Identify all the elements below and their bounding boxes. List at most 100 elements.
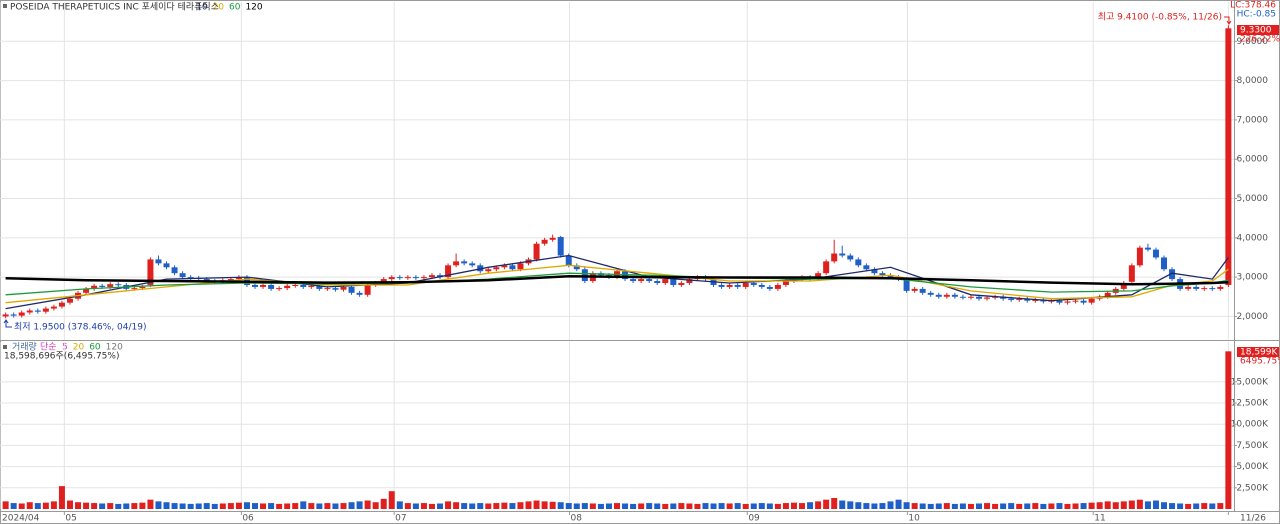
candle-body bbox=[1072, 300, 1079, 302]
candle-body bbox=[99, 285, 106, 287]
candle-body bbox=[935, 294, 942, 297]
low-arrow bbox=[3, 319, 12, 328]
volume-bar bbox=[123, 503, 130, 509]
candle-body bbox=[774, 284, 781, 289]
volume-bar bbox=[42, 502, 49, 509]
candle-body bbox=[581, 269, 588, 282]
volume-bar bbox=[565, 503, 572, 509]
volume-bar bbox=[984, 503, 991, 509]
volume-bar bbox=[799, 503, 806, 509]
candle-body bbox=[1024, 298, 1031, 301]
candle-body bbox=[324, 288, 331, 290]
candle-body bbox=[404, 277, 411, 279]
candle-body bbox=[1161, 257, 1168, 270]
volume-bar bbox=[1128, 500, 1135, 509]
volume-bar bbox=[75, 502, 82, 509]
volume-bar bbox=[469, 503, 476, 509]
last-price: 9.3300 bbox=[1240, 26, 1272, 36]
y-tick-label: 6,0000 bbox=[1237, 155, 1269, 165]
candle-body bbox=[750, 283, 757, 285]
volume-bar bbox=[1016, 503, 1023, 509]
candle-body bbox=[573, 265, 580, 270]
candle-body bbox=[469, 263, 476, 266]
volume-bar bbox=[766, 503, 773, 509]
volume-ma-entry: 20 bbox=[73, 343, 85, 353]
candle-body bbox=[380, 279, 387, 284]
x-tick-label: 11/26 bbox=[1240, 514, 1266, 524]
volume-bar bbox=[927, 503, 934, 509]
last-change: 226.22% bbox=[1240, 35, 1280, 45]
candle-body bbox=[1209, 288, 1216, 290]
candle-body bbox=[461, 261, 468, 264]
volume-bar bbox=[139, 502, 146, 509]
y-tick-label: 8,0000 bbox=[1237, 76, 1269, 86]
candle-body bbox=[58, 302, 65, 307]
volume-bar bbox=[171, 503, 178, 509]
volume-bar bbox=[726, 503, 733, 509]
x-tick-label: 08 bbox=[571, 514, 583, 524]
volume-bar bbox=[1217, 503, 1224, 509]
candle-body bbox=[332, 288, 339, 290]
candle-body bbox=[1169, 269, 1176, 280]
volume-bar bbox=[396, 501, 403, 509]
candle-body bbox=[171, 267, 178, 274]
volume-bar bbox=[638, 503, 645, 509]
volume-bar bbox=[1000, 503, 1007, 509]
volume-bar bbox=[493, 503, 500, 509]
volume-bar bbox=[99, 503, 106, 509]
candle-body bbox=[276, 288, 283, 290]
y-tick-label: 2,0000 bbox=[1237, 312, 1269, 322]
volume-bar bbox=[187, 503, 194, 509]
y-tick-label: 3,0000 bbox=[1237, 273, 1269, 283]
volume-bar bbox=[1096, 502, 1103, 509]
candle-body bbox=[662, 279, 669, 284]
volume-title: 거래량 bbox=[12, 341, 37, 353]
volume-bar bbox=[50, 501, 57, 509]
volume-bar bbox=[284, 503, 291, 509]
candle-body bbox=[453, 261, 460, 266]
candle-body bbox=[316, 285, 323, 289]
volume-bar bbox=[1120, 501, 1127, 509]
volume-bar bbox=[1161, 502, 1168, 509]
volume-bar bbox=[292, 503, 299, 509]
volume-bar bbox=[83, 502, 90, 509]
volume-method: 단순 bbox=[40, 342, 57, 353]
volume-bar bbox=[630, 503, 637, 509]
volume-bar bbox=[91, 503, 98, 509]
legend-entry: 10 bbox=[196, 3, 208, 13]
y-tick-label: 7,500K bbox=[1236, 441, 1269, 451]
volume-bar bbox=[203, 503, 210, 509]
x-tick-label: 05 bbox=[65, 514, 76, 524]
candle-body bbox=[565, 255, 572, 266]
volume-bar bbox=[10, 503, 17, 509]
volume-bar bbox=[26, 502, 33, 509]
candle-body bbox=[91, 285, 98, 289]
volume-bar bbox=[887, 501, 894, 509]
high-annotation: 최고 9.4100 (-0.85%, 11/26) bbox=[1098, 12, 1222, 23]
candle-body bbox=[742, 283, 749, 287]
candle-body bbox=[509, 265, 516, 270]
volume-bar bbox=[316, 503, 323, 509]
volume-bar bbox=[758, 503, 765, 509]
candle-body bbox=[1080, 300, 1087, 303]
volume-bar bbox=[903, 502, 910, 509]
candle-body bbox=[348, 286, 355, 293]
candle-body bbox=[227, 279, 234, 281]
volume-bar bbox=[847, 501, 854, 509]
volume-ma-entry: 5 bbox=[62, 343, 68, 353]
volume-bar bbox=[975, 503, 982, 509]
volume-bar bbox=[895, 499, 902, 509]
volume-bar bbox=[268, 503, 275, 509]
volume-bar bbox=[1080, 503, 1087, 509]
volume-bar bbox=[605, 503, 612, 509]
volume-bar bbox=[1169, 503, 1176, 509]
candle-body bbox=[1120, 283, 1127, 289]
volume-bar bbox=[823, 499, 830, 509]
volume-bar bbox=[1064, 503, 1071, 509]
volume-bar bbox=[1225, 351, 1232, 509]
volume-bar bbox=[461, 503, 468, 509]
volume-bar bbox=[750, 503, 757, 509]
volume-bar bbox=[509, 503, 516, 509]
